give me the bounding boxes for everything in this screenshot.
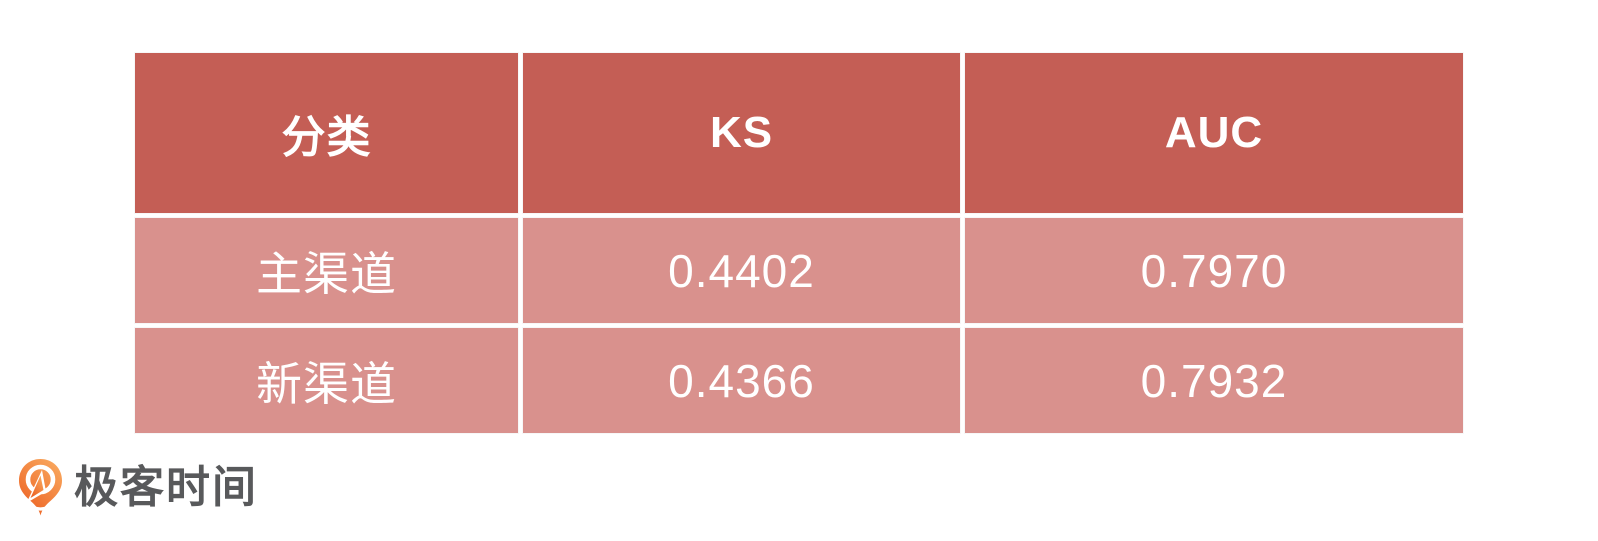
- table-row-0-auc-value: 0.7970: [965, 218, 1463, 323]
- header-cell-category: 分类: [135, 53, 518, 213]
- header-cell-auc: AUC: [965, 53, 1463, 213]
- brand-name: 极客时间: [74, 463, 258, 512]
- geektime-pin-icon: [19, 459, 62, 516]
- table-row-0-ks-value: 0.4402: [523, 218, 960, 323]
- table-row-1-auc-value: 0.7932: [965, 328, 1463, 433]
- brand-footer: 极客时间: [18, 458, 258, 518]
- table-row-0-category: 主渠道: [135, 218, 518, 323]
- header-cell-ks: KS: [523, 53, 960, 213]
- metrics-table: 分类 KS AUC 主渠道 0.4402 0.7970 新渠道 0.4366 0…: [135, 53, 1463, 433]
- table-row-1-category: 新渠道: [135, 328, 518, 433]
- table-row-1-ks-value: 0.4366: [523, 328, 960, 433]
